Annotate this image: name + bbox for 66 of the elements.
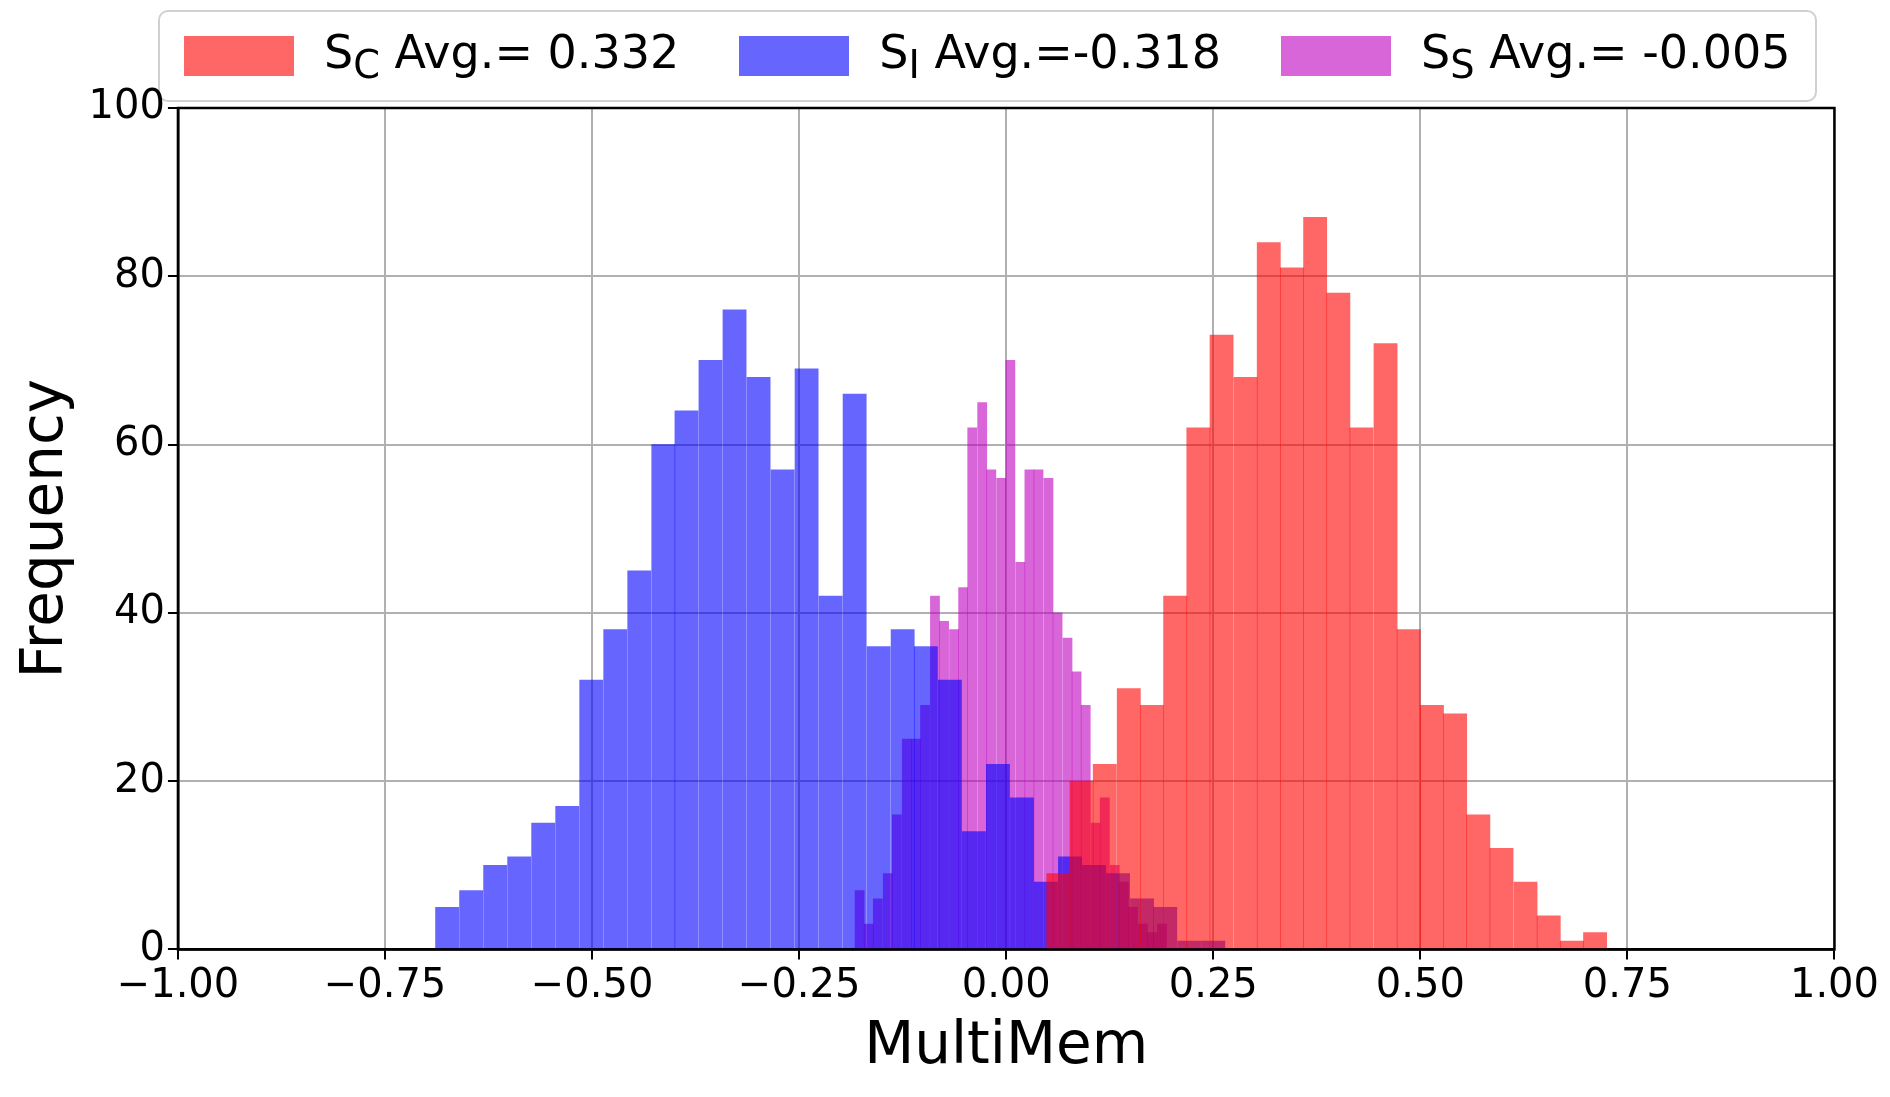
bar — [1233, 376, 1258, 949]
bar — [459, 890, 484, 949]
bar — [1140, 705, 1164, 949]
bar — [818, 595, 843, 949]
bar — [842, 393, 867, 949]
bar — [746, 376, 771, 949]
bar — [627, 570, 652, 949]
bar — [531, 822, 556, 949]
bar — [1466, 814, 1491, 949]
bar — [1583, 932, 1608, 949]
bar — [961, 831, 986, 949]
bar — [866, 646, 891, 949]
bar — [1046, 873, 1071, 949]
bar — [1303, 217, 1328, 949]
bar — [603, 629, 628, 949]
bar — [937, 679, 962, 949]
bar — [1326, 292, 1351, 949]
legend-label: S$_{I}$ Avg.=-0.318 — [879, 24, 1222, 88]
x-tick-label: −0.25 — [737, 959, 861, 1006]
bar — [913, 646, 938, 949]
legend-label: S$_{C}$ Avg.= 0.332 — [324, 24, 680, 88]
bar — [435, 907, 460, 949]
x-tick-label: −0.75 — [323, 959, 447, 1006]
x-tick-label: 0.00 — [961, 959, 1051, 1006]
y-axis-title: Frequency — [7, 378, 76, 679]
bar — [1443, 713, 1468, 949]
y-tick-label: 80 — [114, 249, 165, 296]
bar — [890, 629, 915, 949]
bar — [1536, 915, 1561, 949]
bar — [986, 763, 1010, 949]
y-tick-label: 20 — [114, 754, 165, 801]
x-tick-label: 0.25 — [1168, 959, 1258, 1006]
bar — [651, 444, 676, 949]
bar — [1280, 267, 1304, 949]
y-tick-label: 40 — [114, 586, 165, 633]
bar — [579, 679, 604, 949]
bar — [1349, 427, 1374, 949]
bar — [1092, 763, 1117, 949]
bar — [1069, 780, 1094, 949]
x-tick-label: 0.50 — [1375, 959, 1465, 1006]
bar — [1513, 881, 1538, 949]
x-tick-label: 0.75 — [1582, 959, 1672, 1006]
bar — [722, 309, 747, 949]
y-tick-label: 60 — [114, 417, 165, 464]
bar — [1256, 242, 1281, 949]
bar — [674, 410, 699, 949]
bar — [555, 806, 580, 949]
x-tick-label: −0.50 — [530, 959, 654, 1006]
bar — [1186, 427, 1211, 949]
bar — [507, 856, 532, 949]
y-tick-label: 100 — [88, 81, 165, 128]
bar — [1209, 334, 1234, 949]
bar — [794, 368, 819, 949]
legend-label: S$_{S}$ Avg.= -0.005 — [1421, 24, 1791, 88]
bar — [770, 469, 795, 949]
bar — [1420, 705, 1444, 949]
bar — [698, 360, 723, 949]
bar — [1489, 848, 1514, 949]
bar — [1116, 688, 1141, 949]
x-tick-label: 1.00 — [1789, 959, 1879, 1006]
bar — [1373, 343, 1398, 949]
bar — [483, 864, 508, 949]
x-axis-title: MultiMem — [864, 1009, 1149, 1078]
bar — [1163, 595, 1188, 949]
bar — [1010, 797, 1034, 949]
bar — [1396, 629, 1421, 949]
